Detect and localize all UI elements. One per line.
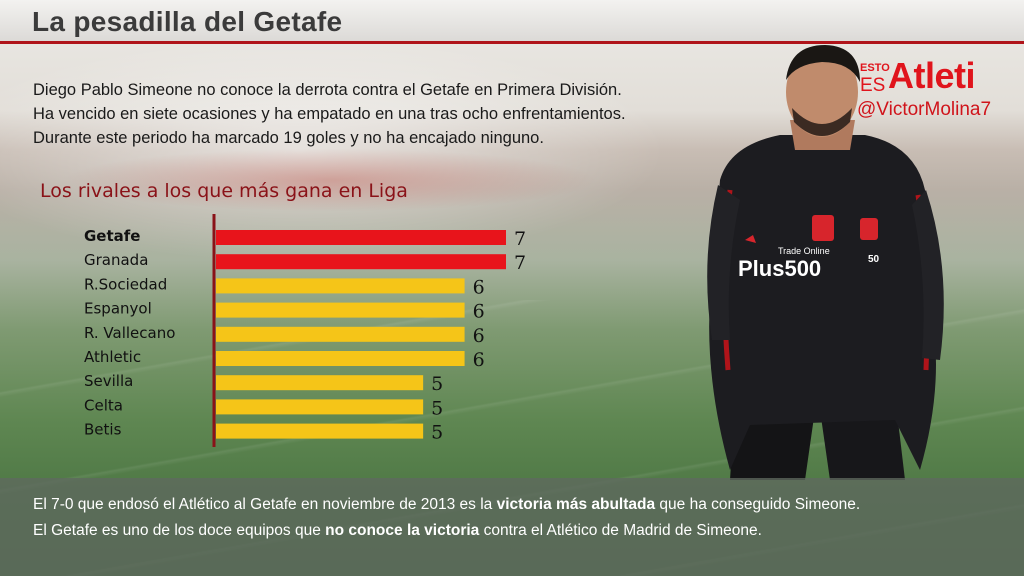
bar <box>216 254 506 270</box>
bar <box>216 351 465 366</box>
bar <box>216 399 424 415</box>
category-label: R.Sociedad <box>84 275 167 293</box>
category-label: Celta <box>84 396 123 414</box>
page-title: La pesadilla del Getafe <box>32 6 343 37</box>
category-label: Sevilla <box>84 372 133 390</box>
value-label: 6 <box>473 301 485 323</box>
intro-text: Diego Pablo Simeone no conoce la derrota… <box>33 78 713 150</box>
value-label: 6 <box>473 276 485 298</box>
value-label: 5 <box>431 422 443 444</box>
footer-line-1: El 7-0 que endosó el Atlético al Getafe … <box>33 496 861 513</box>
brand-atleti: Atleti <box>888 55 976 96</box>
number-text: 50 <box>868 254 880 265</box>
bar <box>216 302 465 318</box>
bar <box>216 423 424 439</box>
category-label: Betis <box>84 421 122 439</box>
value-label: 6 <box>473 325 485 347</box>
footer-emphasis: victoria más abultada <box>496 496 656 513</box>
bar <box>216 278 465 294</box>
category-label: Espanyol <box>84 300 152 318</box>
brand-es: ES <box>860 75 886 96</box>
category-label: R. Vallecano <box>84 324 175 342</box>
twitter-handle: @VictorMolina7 <box>857 99 992 120</box>
brand-esto: ESTO <box>860 62 890 74</box>
footer-band <box>0 478 1024 576</box>
intro-line: Diego Pablo Simeone no conoce la derrota… <box>33 81 622 99</box>
intro-line: Ha vencido en siete ocasiones y ha empat… <box>33 105 626 123</box>
footer-line-2: El Getafe es uno de los doce equipos que… <box>33 522 762 539</box>
value-label: 5 <box>431 373 443 395</box>
value-label: 6 <box>473 349 485 371</box>
sponsor-small-text: Trade Online <box>778 246 830 256</box>
footer-text: El 7-0 que endosó el Atlético al Getafe … <box>33 492 860 544</box>
category-label: Granada <box>84 251 148 269</box>
bar <box>216 230 506 245</box>
sponsor-text: Plus500 <box>738 256 821 281</box>
background-stands <box>0 140 700 220</box>
category-label: Athletic <box>84 348 141 366</box>
bar <box>216 326 465 342</box>
intro-line: Durante este periodo ha marcado 19 goles… <box>33 129 544 147</box>
footer-emphasis: no conoce la victoria <box>325 522 480 539</box>
category-label: Getafe <box>84 227 140 245</box>
header-bar: La pesadilla del Getafe <box>0 0 1024 44</box>
bar <box>216 375 424 391</box>
value-label: 7 <box>514 228 526 250</box>
coach-photo: Trade Online Plus500 50 <box>707 45 944 480</box>
chart-title: Los rivales a los que más gana en Liga <box>40 180 408 202</box>
value-label: 7 <box>514 252 526 274</box>
value-label: 5 <box>431 397 443 419</box>
